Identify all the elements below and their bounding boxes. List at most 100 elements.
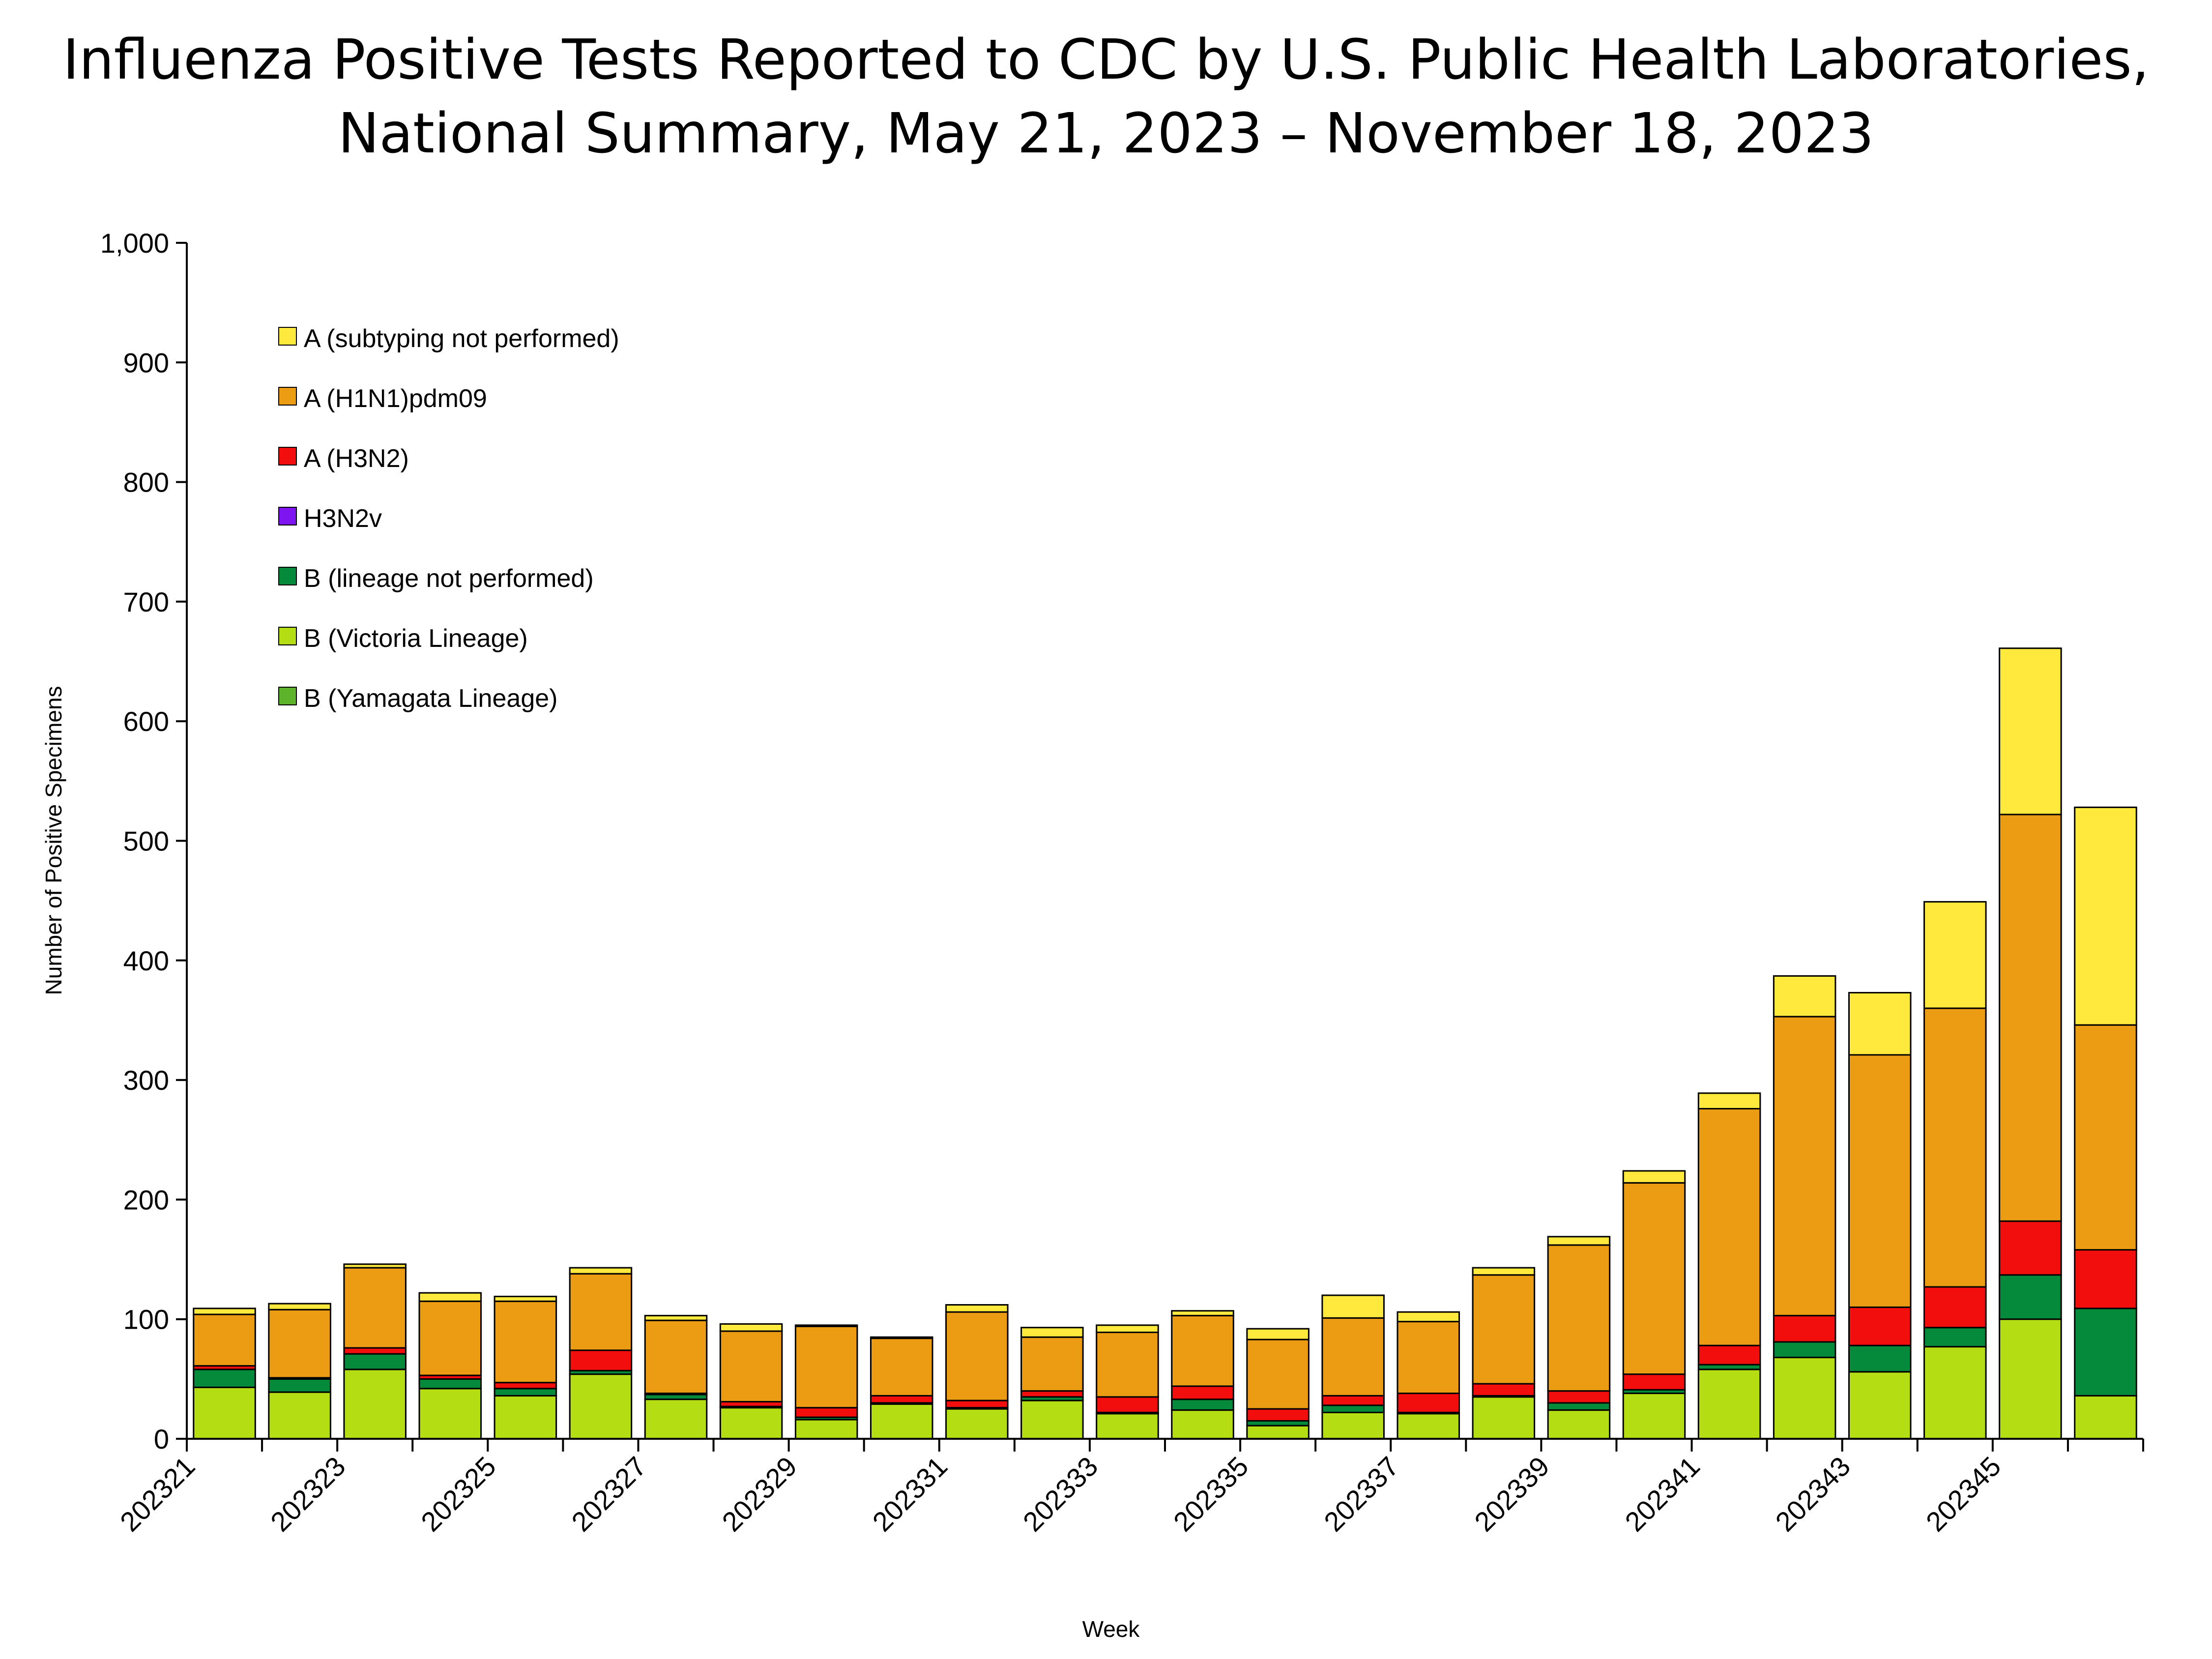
bar-segment-202344-s6 <box>1923 901 1987 1009</box>
bar-segment-202334-s5 <box>1171 1314 1234 1387</box>
bar-segment-202331-s4 <box>945 1399 1009 1409</box>
x-tick-label-202337: 202337 <box>1318 1451 1405 1538</box>
legend-swatch-5 <box>278 627 297 645</box>
legend-label-0: A (subtyping not performed) <box>304 324 619 353</box>
legend-label-5: B (Victoria Lineage) <box>304 624 528 653</box>
bar-segment-202322-s2 <box>268 1378 331 1393</box>
y-tick-label-800: 800 <box>123 467 169 498</box>
legend-swatch-1 <box>278 387 297 406</box>
bar-segment-202325-s4 <box>494 1382 557 1390</box>
bar-segment-202334-s4 <box>1171 1385 1234 1400</box>
legend-label-1: A (H1N1)pdm09 <box>304 384 487 413</box>
x-tick-label-202323: 202323 <box>264 1451 351 1538</box>
bar-segment-202323-s1 <box>343 1368 407 1440</box>
bar-segment-202345-s2 <box>1999 1274 2062 1320</box>
bar-segment-202331-s1 <box>945 1408 1009 1440</box>
bar-segment-202338-s4 <box>1472 1383 1536 1397</box>
chart-title-line-2: National Summary, May 21, 2023 – Novembe… <box>338 102 1874 166</box>
x-tick-label-202333: 202333 <box>1017 1451 1104 1538</box>
bar-segment-202321-s2 <box>193 1368 256 1388</box>
bar-segment-202342-s2 <box>1773 1341 1836 1359</box>
bar-segment-202324-s5 <box>418 1300 482 1376</box>
bar-segment-202342-s1 <box>1773 1357 1836 1440</box>
bar-segment-202337-s6 <box>1397 1311 1460 1323</box>
bar-segment-202333-s1 <box>1096 1413 1159 1440</box>
bar-segment-202329-s6 <box>794 1324 858 1327</box>
x-tick-label-202329: 202329 <box>716 1451 803 1538</box>
bar-segment-202346-s6 <box>2074 806 2137 1026</box>
bar-segment-202326-s1 <box>569 1373 633 1440</box>
bar-segment-202343-s2 <box>1848 1344 1912 1373</box>
bar-segment-202338-s5 <box>1472 1274 1536 1385</box>
bar-segment-202336-s1 <box>1321 1411 1385 1440</box>
legend: A (subtyping not performed) A (H1N1)pdm09… <box>278 324 619 713</box>
bar-segment-202324-s2 <box>418 1378 482 1390</box>
bar-segment-202345-s5 <box>1999 814 2062 1222</box>
bar-segment-202325-s1 <box>494 1395 557 1440</box>
bar-segment-202330-s4 <box>870 1395 933 1404</box>
bars-layer <box>193 647 2137 1440</box>
bar-segment-202334-s2 <box>1171 1398 1234 1411</box>
x-tick-label-202331: 202331 <box>867 1451 954 1538</box>
bar-segment-202332-s6 <box>1020 1327 1084 1338</box>
bar-segment-202333-s4 <box>1096 1396 1159 1413</box>
bar-segment-202327-s5 <box>644 1319 708 1395</box>
bar-segment-202329-s1 <box>794 1419 858 1440</box>
bar-segment-202335-s1 <box>1246 1425 1310 1440</box>
legend-label-3: H3N2v <box>304 504 382 533</box>
bar-segment-202346-s4 <box>2074 1249 2137 1310</box>
legend-label-4: B (lineage not performed) <box>304 564 594 593</box>
bar-segment-202324-s6 <box>418 1292 482 1302</box>
bar-segment-202323-s6 <box>343 1263 407 1269</box>
bar-segment-202331-s6 <box>945 1304 1009 1313</box>
y-tick-label-0: 0 <box>154 1424 169 1455</box>
bar-segment-202321-s6 <box>193 1308 256 1315</box>
y-tick-label-1000: 1,000 <box>100 228 169 259</box>
bar-segment-202334-s6 <box>1171 1310 1234 1316</box>
y-tick-label-600: 600 <box>123 706 169 737</box>
y-tick-label-300: 300 <box>123 1065 169 1096</box>
bar-segment-202326-s4 <box>569 1349 633 1371</box>
x-tick-label-202321: 202321 <box>114 1451 201 1538</box>
bar-segment-202343-s5 <box>1848 1054 1912 1308</box>
bar-segment-202336-s6 <box>1321 1294 1385 1319</box>
bar-segment-202323-s4 <box>343 1347 407 1355</box>
bar-segment-202324-s1 <box>418 1388 482 1440</box>
bar-segment-202329-s5 <box>794 1325 858 1409</box>
bar-segment-202342-s5 <box>1773 1016 1836 1316</box>
bar-segment-202341-s5 <box>1697 1107 1761 1346</box>
x-tick-label-202335: 202335 <box>1167 1451 1254 1538</box>
bar-segment-202333-s6 <box>1096 1324 1159 1333</box>
bar-segment-202346-s2 <box>2074 1308 2137 1397</box>
bar-segment-202328-s1 <box>719 1407 783 1440</box>
y-tick-label-100: 100 <box>123 1304 169 1335</box>
bar-segment-202343-s1 <box>1848 1371 1912 1440</box>
bar-segment-202334-s1 <box>1171 1409 1234 1440</box>
bar-segment-202340-s1 <box>1622 1393 1686 1440</box>
x-tick-label-202343: 202343 <box>1769 1451 1856 1538</box>
bar-segment-202340-s6 <box>1622 1170 1686 1184</box>
bar-segment-202323-s5 <box>343 1267 407 1349</box>
y-tick-label-700: 700 <box>123 586 169 617</box>
bar-segment-202322-s6 <box>268 1303 331 1310</box>
y-tick-label-400: 400 <box>123 945 169 976</box>
legend-swatch-6 <box>278 687 297 705</box>
bar-segment-202341-s4 <box>1697 1344 1761 1366</box>
bar-segment-202335-s4 <box>1246 1408 1310 1422</box>
bar-segment-202326-s6 <box>569 1267 633 1275</box>
bar-segment-202330-s1 <box>870 1403 933 1440</box>
bar-segment-202344-s4 <box>1923 1286 1987 1329</box>
bar-segment-202345-s1 <box>1999 1318 2062 1440</box>
bar-segment-202339-s6 <box>1547 1236 1611 1246</box>
bar-segment-202346-s5 <box>2074 1024 2137 1251</box>
bar-segment-202344-s1 <box>1923 1346 1987 1440</box>
bar-segment-202332-s4 <box>1020 1390 1084 1398</box>
bar-segment-202328-s5 <box>719 1330 783 1403</box>
bar-segment-202323-s2 <box>343 1353 407 1370</box>
bar-segment-202340-s5 <box>1622 1182 1686 1375</box>
bar-segment-202330-s5 <box>870 1338 933 1397</box>
bar-segment-202335-s5 <box>1246 1339 1310 1410</box>
y-axis-label: Number of Positive Specimens <box>41 686 66 995</box>
bar-segment-202344-s2 <box>1923 1327 1987 1348</box>
bar-segment-202336-s2 <box>1321 1404 1385 1413</box>
